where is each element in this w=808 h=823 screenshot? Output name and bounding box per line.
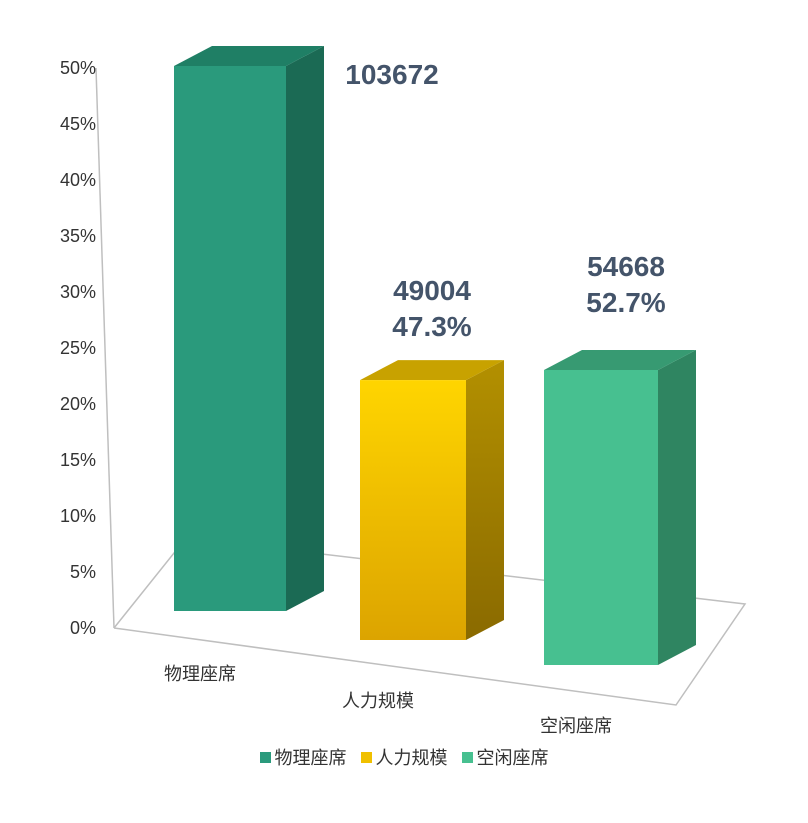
legend-item: 空闲座席 xyxy=(461,744,549,770)
legend-label: 物理座席 xyxy=(274,748,347,769)
bar xyxy=(360,360,504,640)
legend-item: 物理座席 xyxy=(259,744,347,770)
legend-label: 人力规模 xyxy=(375,748,448,769)
data-label-percent: 52.7% xyxy=(586,287,665,318)
bar-front xyxy=(360,380,466,640)
legend: 物理座席 人力规模 空闲座席 xyxy=(0,744,808,770)
bar-top xyxy=(174,46,324,66)
y-tick-label: 50% xyxy=(60,58,96,78)
legend-swatch xyxy=(259,751,271,763)
y-tick-label: 40% xyxy=(60,170,96,190)
legend-item: 人力规模 xyxy=(360,744,448,770)
category-label: 空闲座席 xyxy=(540,716,612,737)
bar xyxy=(174,46,324,611)
bar xyxy=(544,350,696,665)
bar-side xyxy=(466,360,504,640)
data-label-count: 103672 xyxy=(345,59,438,90)
y-tick-label: 35% xyxy=(60,226,96,246)
y-tick-label: 25% xyxy=(60,338,96,358)
y-axis-line xyxy=(95,67,115,629)
bar-top xyxy=(544,350,696,370)
data-label-count: 54668 xyxy=(587,251,665,282)
bar-side xyxy=(658,350,696,665)
bar-top xyxy=(360,360,504,381)
y-tick-label: 15% xyxy=(60,450,96,470)
legend-swatch xyxy=(360,751,372,763)
legend-swatch xyxy=(461,751,473,763)
y-tick-label: 0% xyxy=(70,618,96,638)
y-tick-label: 10% xyxy=(60,506,96,526)
y-axis-ticks: 0% 5% 10% 15% 20% 25% 30% 35% 40% 45% 50% xyxy=(60,58,96,638)
bar-chart: 0% 5% 10% 15% 20% 25% 30% 35% 40% 45% 50% 物理座席 人力规… xyxy=(60,46,747,737)
bar-front xyxy=(544,370,658,665)
data-label-percent: 47.3% xyxy=(392,311,471,342)
y-tick-label: 30% xyxy=(60,282,96,302)
bars xyxy=(174,46,696,665)
floor-outline xyxy=(113,537,747,706)
y-tick-label: 45% xyxy=(60,114,96,134)
category-label: 人力规模 xyxy=(342,691,414,712)
data-label-count: 49004 xyxy=(393,275,471,306)
y-tick-label: 20% xyxy=(60,394,96,414)
bar-side xyxy=(286,46,324,611)
category-label: 物理座席 xyxy=(164,664,236,685)
chart-frame xyxy=(95,67,747,706)
legend-label: 空闲座席 xyxy=(476,748,549,769)
bar-front xyxy=(174,66,286,611)
y-tick-label: 5% xyxy=(70,562,96,582)
